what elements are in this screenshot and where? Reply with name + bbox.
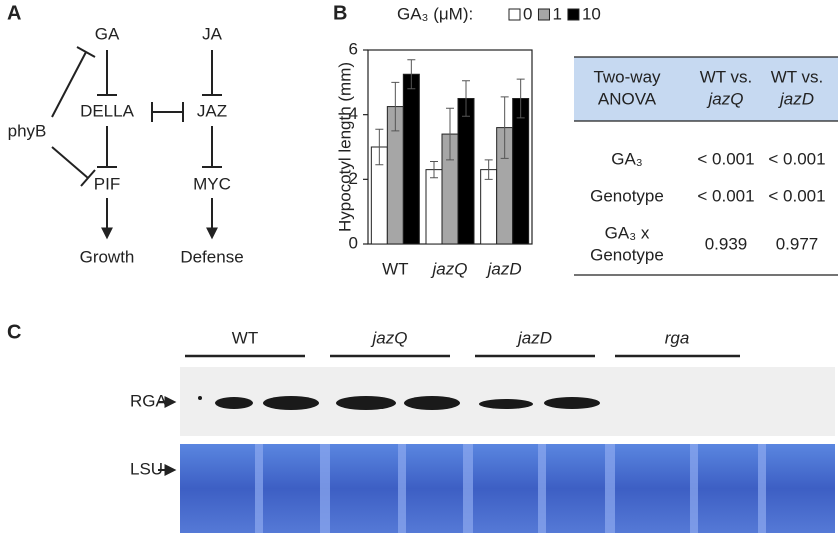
bar — [512, 98, 530, 245]
table-header: WT vs. — [771, 67, 824, 86]
table-cell: < 0.001 — [768, 186, 825, 205]
error-bar — [407, 59, 416, 90]
bar — [425, 169, 443, 245]
node: MYC — [193, 174, 231, 193]
bar — [402, 73, 420, 245]
error-bar — [516, 78, 525, 119]
x-tick-label: jazQ — [431, 259, 468, 278]
y-tick-label: 0 — [349, 233, 358, 252]
table-cell: 0.939 — [705, 234, 748, 253]
error-bar — [430, 161, 438, 179]
legend-label: 0 — [523, 4, 532, 23]
table-cell: Genotype — [590, 245, 664, 264]
legend-swatch — [567, 8, 580, 21]
error-bar — [446, 107, 454, 161]
legend-swatch — [537, 8, 550, 21]
panel-label: C — [7, 321, 21, 343]
y-tick-label: 4 — [349, 104, 358, 123]
panel-label: B — [333, 2, 347, 24]
table-cell: GA₃ x — [605, 223, 650, 242]
bar — [457, 98, 475, 245]
row-label: LSU — [130, 459, 163, 478]
error-bar — [462, 80, 470, 117]
node: DELLA — [80, 101, 135, 120]
lane-label: jazQ — [371, 328, 408, 347]
table-cell: Genotype — [590, 186, 664, 205]
node: JA — [202, 24, 223, 43]
lane-gaps — [255, 444, 766, 533]
table-cell: < 0.001 — [697, 149, 754, 168]
legend-swatch — [508, 8, 521, 21]
legend-title: GA₃ (μM): — [397, 4, 473, 23]
panel-label: A — [7, 2, 21, 24]
table-cell: < 0.001 — [697, 186, 754, 205]
error-bar — [500, 96, 509, 159]
lane-label: jazD — [516, 328, 552, 347]
row-label: RGA — [130, 391, 168, 410]
y-tick-label: 2 — [349, 169, 358, 188]
x-tick-label: jazD — [486, 259, 522, 278]
lane-label: rga — [665, 328, 690, 347]
table-header: WT vs. — [700, 67, 753, 86]
blot-bands — [198, 396, 600, 410]
node: JAZ — [197, 101, 227, 120]
y-tick-label: 6 — [349, 39, 358, 58]
table-header: jazD — [778, 89, 814, 108]
table-header: ANOVA — [598, 89, 657, 108]
bar — [480, 169, 498, 245]
y-axis-label: Hypocotyl length (mm) — [335, 62, 354, 232]
node: Growth — [80, 247, 135, 266]
table-header: jazQ — [707, 89, 744, 108]
table-header: Two-way — [593, 67, 661, 86]
node: GA — [95, 24, 120, 43]
blot-lsu — [180, 444, 835, 533]
node: Defense — [180, 247, 243, 266]
edges — [51, 46, 222, 240]
legend-label: 10 — [582, 4, 601, 23]
table-cell: GA₃ — [611, 149, 643, 168]
error-bar — [375, 128, 384, 166]
error-bar — [484, 159, 493, 180]
table-cell: < 0.001 — [768, 149, 825, 168]
table-cell: 0.977 — [776, 234, 819, 253]
x-tick-label: WT — [382, 259, 408, 278]
error-bar — [391, 81, 400, 132]
legend-label: 1 — [552, 4, 561, 23]
chart: 0 2 4 6 0 1 10 WT jazQ jazD — [349, 4, 601, 278]
lane-label: WT — [232, 328, 258, 347]
node: PIF — [94, 174, 120, 193]
node: phyB — [8, 121, 47, 140]
table-header-bg — [574, 57, 838, 121]
